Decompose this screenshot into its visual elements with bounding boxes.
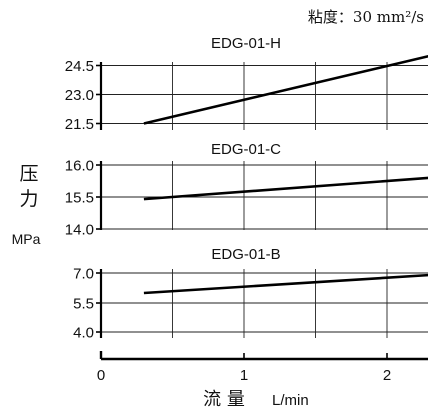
y-tick-label: 16.0 <box>65 158 94 175</box>
y-tick-label: 21.5 <box>65 116 94 133</box>
y-tick-label: 4.0 <box>73 325 94 342</box>
series-line <box>143 54 428 125</box>
x-tick-label: 0 <box>97 367 105 384</box>
panel-title: EDG-01-B <box>211 246 280 263</box>
panel-3: 4.0 5.5 7.0 EDG-01-B <box>73 246 428 342</box>
y-tick-label: 14.0 <box>65 222 94 239</box>
y-tick-label: 5.5 <box>73 296 94 313</box>
y-axis-label-char-1: 压 <box>19 163 38 185</box>
y-axis-unit: MPa <box>12 231 41 247</box>
panel-1: 21.5 23.0 24.5 EDG-01-H <box>65 35 428 133</box>
x-tick-label: 1 <box>240 367 248 384</box>
x-axis-label: 流 量 <box>203 389 245 410</box>
x-axis: 0 1 2 <box>97 351 428 384</box>
series-line <box>143 273 428 295</box>
x-tick-label: 2 <box>383 367 391 384</box>
y-tick-label: 15.5 <box>65 190 94 207</box>
viscosity-note: 粘度：30 mm²/s <box>308 8 424 26</box>
y-tick-label: 23.0 <box>65 87 94 104</box>
series-line <box>143 176 428 201</box>
panel-title: EDG-01-C <box>211 141 281 158</box>
y-tick-label: 7.0 <box>73 266 94 283</box>
y-tick-label: 24.5 <box>65 58 94 75</box>
chart-panels: 21.5 23.0 24.5 EDG-01-H 14.0 15.5 16.0 EDG-01-C… <box>65 35 428 342</box>
panel-2: 14.0 15.5 16.0 EDG-01-C <box>65 141 428 239</box>
x-axis-unit: L/min <box>272 392 309 409</box>
y-axis-label-char-2: 力 <box>19 188 38 210</box>
panel-title: EDG-01-H <box>211 35 281 52</box>
